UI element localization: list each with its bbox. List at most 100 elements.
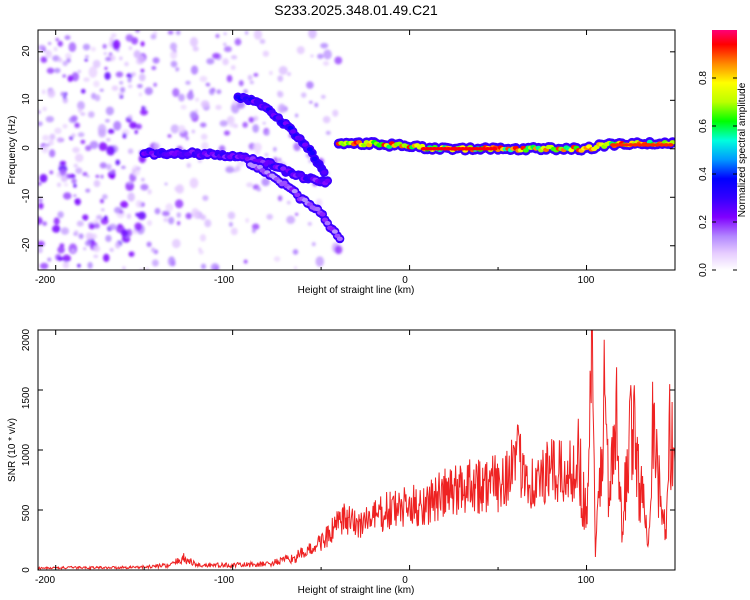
spectrogram-cell xyxy=(59,168,67,177)
spectrogram-cell xyxy=(48,42,52,45)
spectrogram-cell xyxy=(206,82,211,87)
spectrogram-cell xyxy=(127,192,135,202)
spectrogram-cell xyxy=(94,94,101,102)
spectrogram-cell xyxy=(204,219,212,228)
spectrogram-cell xyxy=(281,180,288,186)
spectrogram-ytick-label: 20 xyxy=(21,45,32,57)
snr-ytick-label: 1000 xyxy=(21,443,32,466)
spectrogram-cell xyxy=(300,92,307,98)
spectrogram-cell xyxy=(296,46,305,55)
spectrogram-cell xyxy=(334,245,343,255)
spectrogram-cell xyxy=(57,246,65,254)
spectrogram-cell xyxy=(200,122,207,128)
spectrogram-cell xyxy=(256,100,263,106)
spectrogram-cell xyxy=(138,92,143,97)
spectrogram-cell xyxy=(253,30,263,40)
spectrogram-cell xyxy=(247,74,253,81)
spectrogram-cell xyxy=(62,254,71,263)
spectrogram-cell xyxy=(248,116,255,123)
spectrogram-cell xyxy=(107,128,115,134)
spectrogram-cell xyxy=(38,240,45,247)
spectrogram-cell xyxy=(273,256,281,262)
spectrogram-cell xyxy=(74,123,78,127)
spectrogram-cell xyxy=(230,55,238,60)
spectrogram-cell xyxy=(71,72,79,82)
spectrogram-x-axis-label: Height of straight line (km) xyxy=(298,285,415,296)
snr-x-axis-label: Height of straight line (km) xyxy=(298,585,415,596)
spectrogram-cell xyxy=(223,130,231,136)
spectrogram-cell xyxy=(70,115,78,122)
spectrogram-cell xyxy=(65,52,72,60)
spectrogram-cell xyxy=(228,221,233,227)
spectrogram-cell xyxy=(88,223,96,230)
spectrogram-trace xyxy=(245,160,345,244)
spectrogram-cell xyxy=(189,37,199,47)
spectrogram-cell xyxy=(69,173,76,179)
spectrogram-cell xyxy=(264,153,269,157)
spectrogram-cell xyxy=(277,103,286,114)
spectrogram-cell xyxy=(108,223,117,231)
spectrogram-cell xyxy=(245,30,249,35)
spectrogram-cell xyxy=(103,253,110,262)
spectrogram-cell xyxy=(277,195,283,202)
spectrogram-image xyxy=(38,30,675,270)
spectrogram-cell xyxy=(223,46,232,53)
spectrogram-cell xyxy=(212,52,221,59)
spectrogram-frame xyxy=(37,29,676,271)
spectrogram-cell xyxy=(307,222,312,226)
spectrogram-cell xyxy=(93,179,101,188)
spectrogram-cell xyxy=(200,214,207,221)
spectrogram-cell xyxy=(201,141,209,151)
spectrogram-cell xyxy=(191,207,200,219)
spectrogram-cell xyxy=(42,106,47,112)
spectrogram-cell xyxy=(215,34,220,38)
spectrogram-cell xyxy=(85,232,93,241)
colorbar-gradient xyxy=(712,30,737,270)
spectrogram-cell xyxy=(174,199,184,209)
snr-xtick-label: -200 xyxy=(35,575,55,586)
spectrogram-cell xyxy=(177,125,186,133)
spectrogram-cell xyxy=(164,182,168,186)
spectrogram-cell xyxy=(198,247,202,252)
spectrogram-cell xyxy=(170,124,179,134)
spectrogram-cell xyxy=(150,33,157,40)
spectrogram-cell xyxy=(280,166,287,171)
spectrogram-cell xyxy=(237,160,245,167)
spectrogram-cell xyxy=(253,115,259,122)
snr-ticks xyxy=(38,329,676,571)
spectrogram-cell xyxy=(38,202,44,210)
spectrogram-cell xyxy=(169,42,177,51)
spectrogram-cell xyxy=(113,120,122,131)
spectrogram-cell xyxy=(140,183,149,191)
spectrogram-cell xyxy=(162,210,170,217)
spectrogram-cell xyxy=(128,181,132,185)
spectrogram-cell xyxy=(286,215,296,224)
spectrogram-cell xyxy=(129,252,133,257)
spectrogram-cell xyxy=(38,216,43,225)
spectrogram-cell xyxy=(223,42,227,47)
spectrogram-cell xyxy=(135,30,140,33)
spectrogram-cell xyxy=(73,194,77,197)
spectrogram-cell xyxy=(262,50,270,57)
spectrogram-cell xyxy=(45,50,53,59)
spectrogram-cell xyxy=(83,77,90,82)
spectrogram-cell xyxy=(71,178,77,184)
spectrogram-cell xyxy=(322,115,331,124)
spectrogram-cell xyxy=(286,200,291,205)
spectrogram-cell xyxy=(641,143,648,147)
spectrogram-cell xyxy=(55,37,59,42)
spectrogram-cell xyxy=(245,218,250,223)
spectrogram-cell xyxy=(242,121,248,128)
spectrogram-cell xyxy=(45,115,55,123)
spectrogram-cell xyxy=(47,89,56,98)
spectrogram-cell xyxy=(140,41,145,47)
spectrogram-cell xyxy=(82,171,88,177)
spectrogram-cell xyxy=(170,50,178,60)
spectrogram-cell xyxy=(180,104,187,110)
spectrogram-cell xyxy=(38,247,43,254)
spectrogram-cell xyxy=(54,127,62,135)
spectrogram-cell xyxy=(105,118,110,123)
spectrogram-cell xyxy=(62,60,68,67)
spectrogram-cell xyxy=(165,203,174,212)
spectrogram-cell xyxy=(273,146,277,152)
